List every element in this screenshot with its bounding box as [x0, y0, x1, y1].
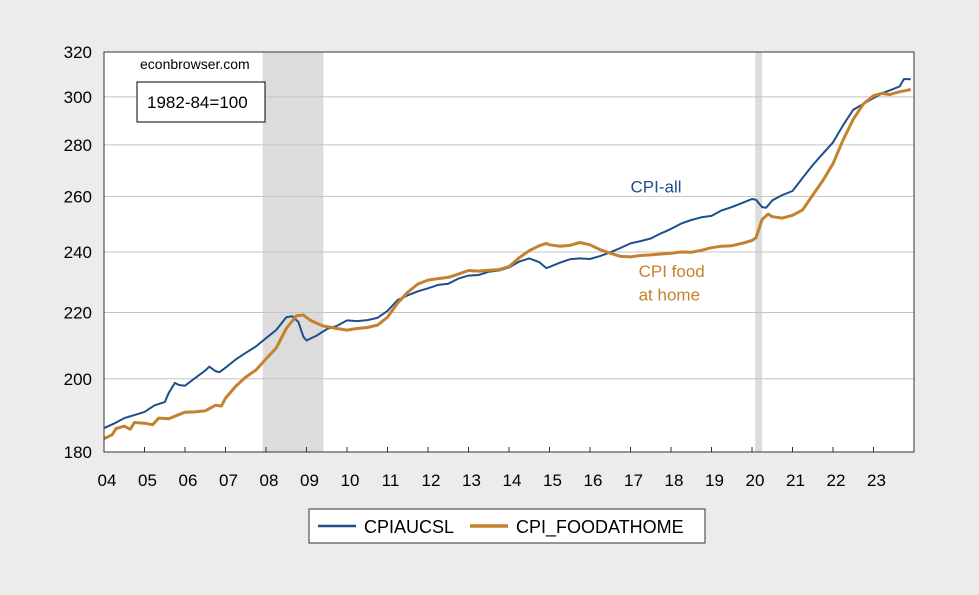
x-tick-label: 18 — [665, 471, 684, 490]
y-tick-label: 240 — [64, 243, 92, 262]
y-tick-label: 200 — [64, 370, 92, 389]
annotations: CPI-all CPI food at home — [631, 177, 705, 304]
x-tick-label: 20 — [746, 471, 765, 490]
x-tick-label: 11 — [382, 471, 400, 490]
y-tick-label: 300 — [64, 88, 92, 107]
legend-label-cpiaucsl: CPIAUCSL — [364, 517, 454, 537]
x-tick-label: 15 — [543, 471, 562, 490]
x-tick-label: 10 — [341, 471, 360, 490]
series-lines — [103, 78, 912, 440]
base-note: 1982-84=100 — [147, 93, 248, 112]
x-tick-label: 08 — [260, 471, 279, 490]
x-tick-label: 04 — [98, 471, 117, 490]
annotation-2: at home — [639, 286, 700, 305]
x-tick-label: 13 — [462, 471, 481, 490]
annotation-0: CPI-all — [631, 177, 682, 196]
y-tick-label: 220 — [64, 303, 92, 322]
y-tick-label: 280 — [64, 136, 92, 155]
x-tick-label: 23 — [867, 471, 886, 490]
y-axis: 180 200 220 240 260 280 300 320 — [64, 43, 92, 462]
x-tick-label: 07 — [219, 471, 238, 490]
x-tick-label: 16 — [584, 471, 603, 490]
x-tick-label: 19 — [705, 471, 724, 490]
series-line-cpi-foodathome — [103, 88, 912, 440]
y-tick-label: 320 — [64, 43, 92, 62]
x-tick-label: 22 — [827, 471, 846, 490]
x-axis: 04 05 06 07 08 09 10 11 12 13 14 15 16 17 18 19 20 21 22 23 — [98, 447, 886, 490]
x-tick-label: 17 — [624, 471, 643, 490]
source-text: econbrowser.com — [140, 56, 250, 72]
annotation-1: CPI food — [639, 262, 705, 281]
x-tick-label: 12 — [422, 471, 441, 490]
x-tick-label: 21 — [786, 471, 805, 490]
x-tick-label: 09 — [300, 471, 319, 490]
x-tick-label: 05 — [138, 471, 157, 490]
y-tick-label: 180 — [64, 443, 92, 462]
legend: CPIAUCSL CPI_FOODATHOME — [308, 508, 706, 544]
base-note-box — [136, 81, 266, 123]
x-tick-label: 14 — [503, 471, 522, 490]
legend-label-cpi-foodathome: CPI_FOODATHOME — [516, 517, 684, 538]
x-tick-label: 06 — [179, 471, 198, 490]
y-tick-label: 260 — [64, 187, 92, 206]
